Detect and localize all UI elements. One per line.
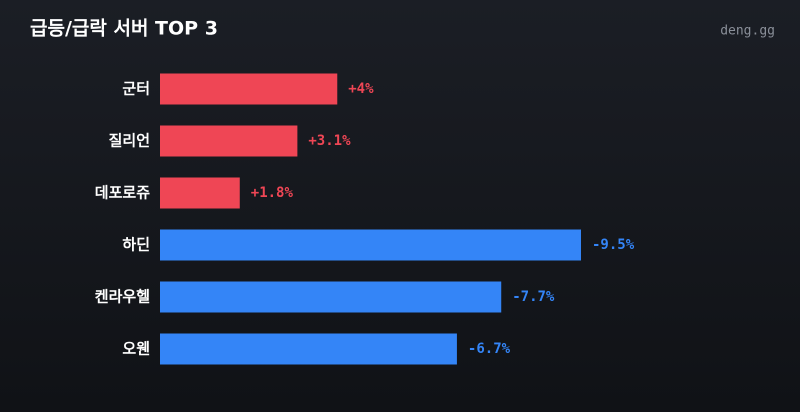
bar bbox=[160, 333, 457, 365]
bar bbox=[160, 281, 502, 313]
chart-title: 급등/급락 서버 TOP 3 bbox=[30, 18, 218, 40]
category-label: 하딘 bbox=[122, 236, 150, 254]
category-label: 데포로쥬 bbox=[95, 184, 150, 202]
bar bbox=[160, 125, 298, 157]
bar bbox=[160, 177, 240, 209]
value-label: -6.7% bbox=[468, 341, 511, 357]
category-label: 질리언 bbox=[109, 132, 150, 150]
category-label: 오웬 bbox=[122, 340, 150, 358]
category-label: 켄라우헬 bbox=[95, 288, 150, 306]
category-label: 군터 bbox=[122, 80, 150, 98]
value-label: +4% bbox=[348, 81, 374, 97]
value-label: +3.1% bbox=[308, 133, 351, 149]
value-label: +1.8% bbox=[251, 185, 294, 201]
bar bbox=[160, 229, 581, 261]
value-label: -9.5% bbox=[592, 237, 635, 253]
value-label: -7.7% bbox=[512, 289, 555, 305]
source: deng.gg bbox=[720, 24, 775, 39]
bar bbox=[160, 73, 338, 105]
